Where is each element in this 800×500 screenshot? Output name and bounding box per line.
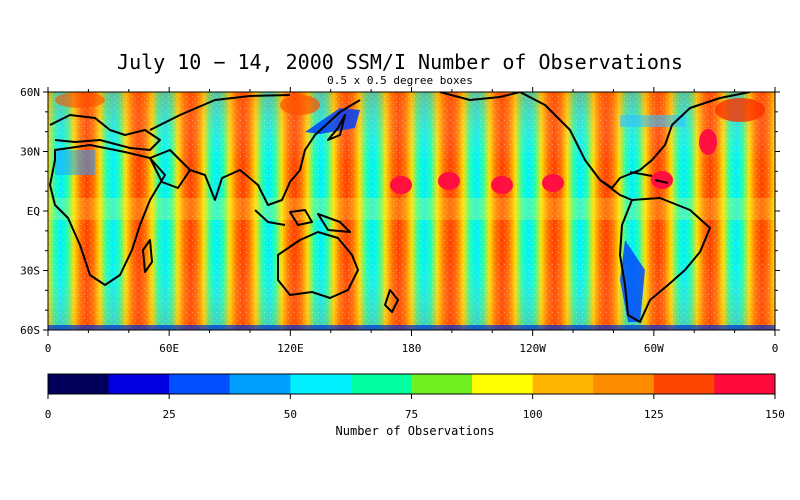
colorbar-swatch [108, 374, 170, 394]
coastlines [49, 92, 751, 323]
lon-label: 60E [159, 342, 179, 355]
colorbar-tick-label: 125 [644, 408, 664, 421]
colorbar-label: Number of Observations [335, 424, 495, 438]
lon-label: 120E [277, 342, 304, 355]
lon-label: 180 [402, 342, 422, 355]
colorbar-swatch [169, 374, 231, 394]
colorbar-swatch [290, 374, 352, 394]
colorbar-tick-label: 50 [284, 408, 297, 421]
colorbar-tick-label: 100 [523, 408, 543, 421]
colorbar-swatch [472, 374, 534, 394]
observation-noise [48, 92, 775, 330]
lon-label: 0 [772, 342, 779, 355]
colorbar-tick-label: 25 [163, 408, 176, 421]
lat-label: 30S [20, 265, 40, 278]
low-count-patches [48, 108, 775, 330]
lat-label: EQ [27, 205, 40, 218]
lon-label: 0 [45, 342, 52, 355]
lon-label: 60W [644, 342, 664, 355]
colorbar-swatch [653, 374, 715, 394]
colorbar-tick-label: 150 [765, 408, 785, 421]
colorbar-swatch [532, 374, 594, 394]
lat-label: 60S [20, 324, 40, 337]
longitude-axis: 0 60E 120E 180 120W 60W 0 [45, 87, 779, 355]
equator-band [48, 198, 775, 220]
colorbar-swatch [350, 374, 412, 394]
colorbar-ticks: 0 25 50 75 100 125 150 [45, 394, 785, 421]
lat-label: 30N [20, 146, 40, 159]
colorbar-swatch [411, 374, 473, 394]
colorbar-tick-label: 0 [45, 408, 52, 421]
hotspots [55, 92, 765, 194]
colorbar-swatch [593, 374, 655, 394]
latitude-axis: 60N 30N EQ 30S 60S [20, 86, 780, 337]
map-title: July 10 − 14, 2000 SSM/I Number of Obser… [117, 50, 683, 74]
map-subtitle: 0.5 x 0.5 degree boxes [327, 74, 473, 87]
colorbar-swatch [48, 374, 110, 394]
observation-map [48, 92, 775, 330]
lon-label: 120W [519, 342, 546, 355]
colorbar-swatch [229, 374, 291, 394]
lat-label: 60N [20, 86, 40, 99]
colorbar [47, 373, 776, 395]
colorbar-tick-label: 75 [405, 408, 418, 421]
colorbar-swatch [714, 374, 776, 394]
